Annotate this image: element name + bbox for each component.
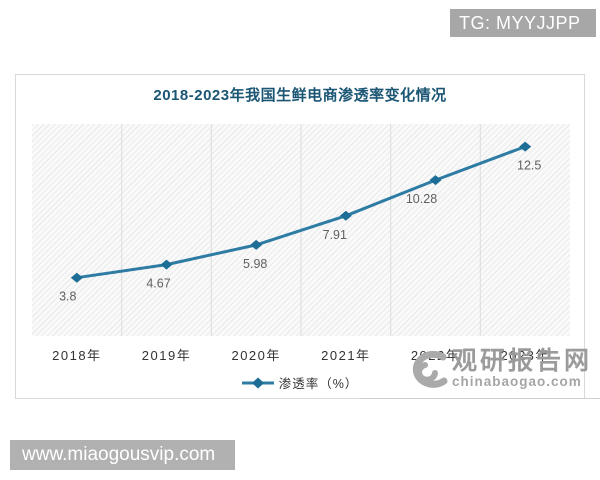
x-axis-labels: 2018年 2019年 2020年 2021年 2022年 2023年: [32, 345, 570, 363]
data-point-label: 10.28: [406, 192, 437, 206]
x-axis-label: 2021年: [321, 348, 371, 363]
chart-title: 2018-2023年我国生鲜电商渗透率变化情况: [153, 87, 447, 104]
data-point-label: 12.5: [517, 159, 541, 173]
x-axis-label: 2019年: [141, 348, 192, 363]
legend: 渗透率（%）: [16, 373, 584, 392]
legend-marker-icon: [241, 377, 274, 388]
data-point-marker: [519, 141, 532, 152]
tg-badge-text: TG: MYYJJPP: [459, 13, 581, 33]
x-axis-label: 2023年: [500, 348, 550, 363]
data-point-marker: [250, 239, 263, 250]
data-point-marker: [160, 259, 173, 270]
series-line: [76, 145, 526, 280]
x-axis-label: 2020年: [231, 348, 281, 363]
data-point-label: 4.67: [146, 277, 170, 291]
site-url-bar: www.miaogousvip.com: [10, 440, 235, 470]
data-point-marker: [339, 210, 352, 221]
x-axis-label: 2022年: [410, 348, 461, 363]
data-point-label: 7.91: [323, 228, 347, 242]
chart-card: 2018-2023年我国生鲜电商渗透率变化情况 3.8 4.67 5.98 7.91 1…: [15, 74, 585, 399]
data-point-label: 5.98: [243, 257, 267, 271]
tg-badge: TG: MYYJJPP: [450, 9, 596, 37]
x-axis-label: 2018年: [52, 348, 102, 363]
divider-line: [360, 398, 600, 399]
data-point-label: 3.8: [59, 290, 76, 304]
site-url-text: www.miaogousvip.com: [22, 444, 216, 465]
data-point-marker: [429, 175, 442, 186]
plot-area: 3.8 4.67 5.98 7.91 10.28 12.5: [32, 124, 570, 336]
data-point-marker: [70, 272, 83, 283]
legend-label: 渗透率（%）: [278, 377, 359, 391]
plot-svg: 3.8 4.67 5.98 7.91 10.28 12.5: [59, 124, 541, 336]
